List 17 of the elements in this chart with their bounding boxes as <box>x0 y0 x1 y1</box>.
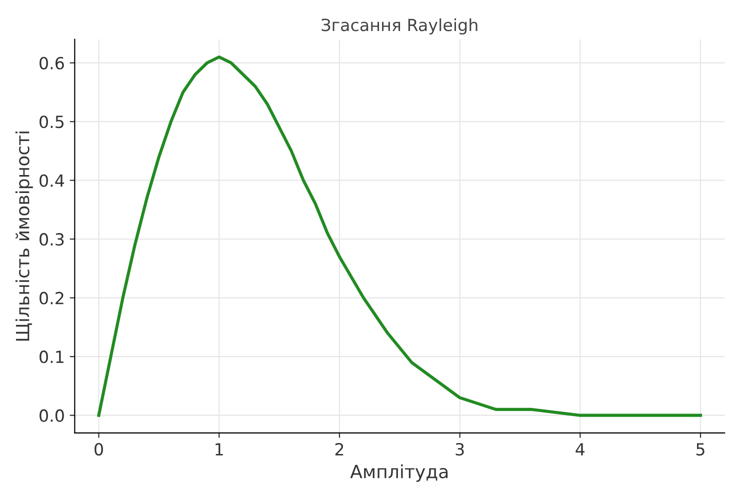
y-axis-title: Щільність ймовірності <box>15 132 33 341</box>
chart-title: Згасання Rayleigh <box>322 18 478 34</box>
y-tick-label: 0.4 <box>40 174 64 187</box>
y-tick-label: 0.3 <box>40 233 64 246</box>
y-tick-label: 0.6 <box>40 56 64 70</box>
x-tick-label: 0 <box>94 442 103 456</box>
x-tick-label: 2 <box>335 442 344 456</box>
line-series <box>97 55 702 417</box>
x-tick-label: 1 <box>216 443 223 456</box>
x-tick-label: 4 <box>576 443 585 456</box>
x-tick-label: 3 <box>456 442 464 456</box>
y-tick-label: 0.1 <box>40 350 64 364</box>
y-tick-label: 0.2 <box>40 292 64 304</box>
x-axis-title: Амплітуда <box>350 464 448 482</box>
x-tick-label: 5 <box>696 443 704 456</box>
y-tick-label: 0.0 <box>40 409 64 422</box>
y-tick-label: 0.5 <box>40 116 64 128</box>
